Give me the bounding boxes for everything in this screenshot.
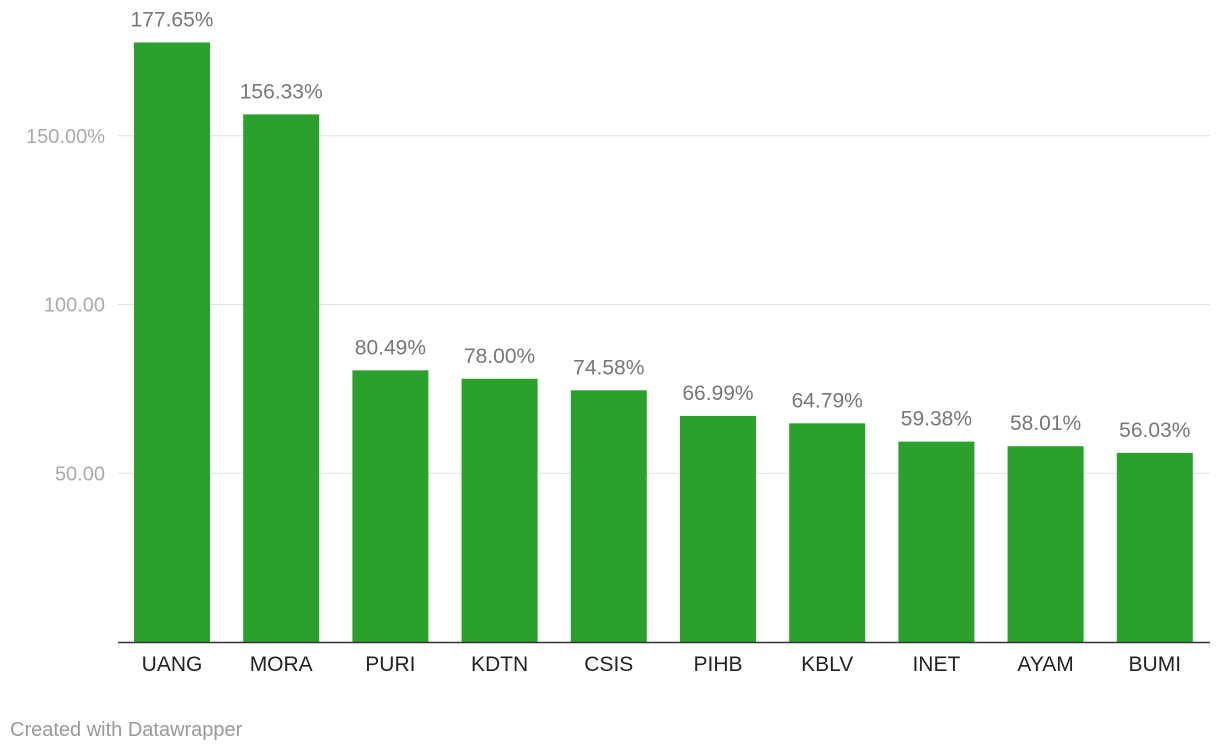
bar: [352, 370, 429, 642]
bar: [898, 441, 975, 642]
x-tick-label: BUMI: [1129, 653, 1182, 676]
bar: [134, 42, 210, 642]
x-tick-label: KBLV: [801, 653, 853, 676]
data-label: 74.58%: [573, 356, 644, 379]
bar: [570, 390, 647, 642]
bars: 177.65% UANG 156.33% MORA 80.49% PURI 78.00% KD…: [131, 8, 1193, 676]
data-label: 156.33%: [240, 80, 323, 103]
y-tick-label: 50.00: [55, 463, 105, 485]
x-tick-label: AYAM: [1017, 653, 1073, 676]
data-label: 56.03%: [1119, 419, 1190, 442]
x-tick-label: INET: [912, 653, 960, 676]
data-label: 66.99%: [682, 382, 753, 405]
bar: [789, 423, 866, 642]
bar: [1007, 446, 1084, 642]
y-tick-label: 100.00: [44, 295, 105, 317]
data-label: 78.00%: [464, 345, 535, 368]
x-tick-label: PURI: [365, 653, 415, 676]
data-label: 177.65%: [131, 8, 214, 31]
x-tick-label: MORA: [250, 653, 313, 676]
data-label: 58.01%: [1010, 412, 1081, 435]
data-label: 59.38%: [901, 408, 972, 431]
data-label: 64.79%: [792, 389, 863, 412]
bar: [461, 378, 538, 642]
bar: [243, 114, 320, 643]
x-tick-label: CSIS: [584, 653, 633, 676]
bar-chart: 50.00 100.00 150.00% 177.65% UANG 156.33% MOR…: [26, 8, 1210, 676]
bar: [680, 415, 756, 642]
data-label: 80.49%: [355, 336, 426, 359]
x-tick-label: PIHB: [693, 653, 742, 676]
x-tick-label: KDTN: [471, 653, 528, 676]
y-tick-label: 150.00%: [26, 126, 105, 148]
x-tick-label: UANG: [142, 653, 203, 676]
bar: [1116, 452, 1193, 642]
datawrapper-credit: Created with Datawrapper: [10, 719, 243, 741]
